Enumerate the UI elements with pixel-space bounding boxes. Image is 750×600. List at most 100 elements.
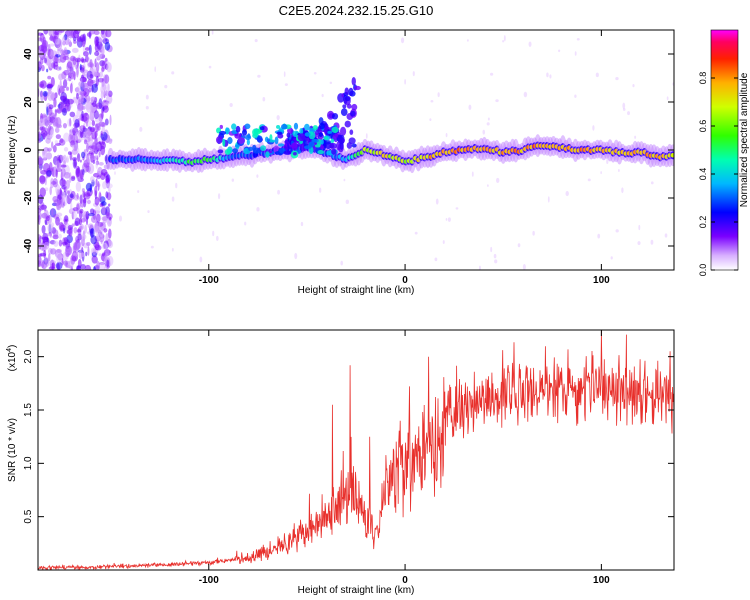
noise-blob — [88, 44, 92, 55]
noise-blob — [105, 211, 110, 218]
branch-blob — [331, 112, 339, 120]
noise-blob — [42, 132, 46, 140]
speckle — [256, 174, 259, 178]
noise-blob — [43, 30, 49, 35]
noise-blob — [72, 30, 80, 39]
blob-area — [260, 145, 267, 152]
noise-blob — [86, 142, 89, 153]
snr-frame — [37, 329, 675, 571]
speckle — [468, 104, 472, 110]
noise-blob — [91, 255, 98, 264]
noise-blob — [39, 252, 47, 257]
speckle — [229, 103, 233, 107]
blob-area — [286, 132, 291, 138]
noise-blob — [101, 205, 106, 214]
speckle — [606, 158, 609, 165]
speckle — [442, 240, 445, 244]
colorbar-tick-label: 0.6 — [698, 120, 708, 133]
speckle — [365, 133, 368, 139]
noise-blob — [63, 227, 66, 234]
speckle — [164, 84, 168, 89]
speckle — [171, 196, 175, 202]
noise-blob — [98, 71, 104, 78]
noise-blob — [79, 129, 84, 139]
noise-blob — [98, 98, 103, 110]
noise-blob — [98, 253, 102, 257]
noise-blob — [61, 179, 67, 187]
branch-blob — [348, 137, 356, 145]
spectrogram-y-ticks: -40 -20 0 20 40 — [23, 48, 674, 253]
noise-blob — [104, 118, 109, 126]
noise-blob — [75, 181, 81, 192]
speckle — [217, 193, 221, 200]
noise-blob — [85, 52, 89, 63]
blob-area — [330, 138, 335, 143]
noise-blob — [79, 208, 84, 214]
speckle — [154, 66, 157, 73]
speckle — [622, 102, 626, 109]
blob-area — [219, 124, 224, 130]
noise-blob — [76, 203, 80, 214]
noise-blob — [94, 51, 100, 57]
noise-blob — [56, 58, 62, 63]
noise-blob — [76, 36, 83, 42]
speckle — [343, 178, 346, 182]
noise-blob — [91, 83, 98, 93]
noise-blob — [51, 262, 54, 270]
noise-blob — [82, 190, 86, 198]
speckle — [494, 259, 498, 264]
speckle — [637, 241, 641, 245]
noise-blob — [45, 137, 51, 144]
blob-area — [317, 150, 324, 155]
noise-blob — [82, 41, 86, 46]
noise-blob — [58, 73, 64, 81]
noise-blob — [82, 82, 89, 91]
noise-blob — [69, 129, 73, 140]
noise-blob — [76, 265, 80, 270]
noise-blob — [87, 78, 94, 87]
noise-blob — [101, 66, 105, 73]
noise-blob — [91, 215, 97, 224]
speckle — [244, 221, 247, 226]
noise-blob — [109, 216, 112, 221]
noise-blob — [63, 172, 71, 179]
speckle — [150, 245, 154, 249]
noise-blob — [62, 108, 67, 116]
speckle — [574, 51, 577, 56]
blob-area — [219, 130, 227, 136]
speckle — [447, 217, 451, 222]
blob-area — [259, 126, 265, 131]
speckle — [137, 190, 140, 193]
speckle — [262, 97, 266, 102]
noise-blob — [80, 263, 86, 270]
speckle — [119, 215, 123, 222]
speckle — [199, 256, 203, 263]
speckle — [404, 79, 406, 85]
noise-blob — [95, 233, 103, 241]
speckle — [592, 125, 595, 131]
noise-blob — [93, 155, 96, 162]
svg-text:(x104): (x104) — [6, 345, 18, 372]
speckle — [412, 71, 415, 77]
speckle — [283, 71, 286, 78]
blob-area — [299, 128, 304, 135]
noise-blob — [76, 92, 79, 100]
snr-y-tick-label: 1.0 — [23, 456, 34, 470]
speckle — [664, 233, 668, 238]
snr-background — [38, 330, 674, 570]
speckle — [502, 39, 505, 43]
noise-blob — [45, 215, 50, 222]
noise-blob — [101, 122, 106, 128]
speckle — [145, 94, 149, 100]
noise-blob — [58, 88, 61, 96]
noise-blob — [51, 141, 54, 149]
noise-blob — [59, 155, 65, 161]
noise-blob — [45, 152, 53, 160]
noise-blob — [65, 252, 70, 258]
noise-blob — [80, 57, 85, 63]
noise-blob — [77, 233, 82, 241]
noise-blob — [38, 81, 44, 89]
noise-blob — [57, 124, 62, 129]
noise-blob — [65, 86, 69, 91]
noise-blob — [75, 64, 78, 70]
